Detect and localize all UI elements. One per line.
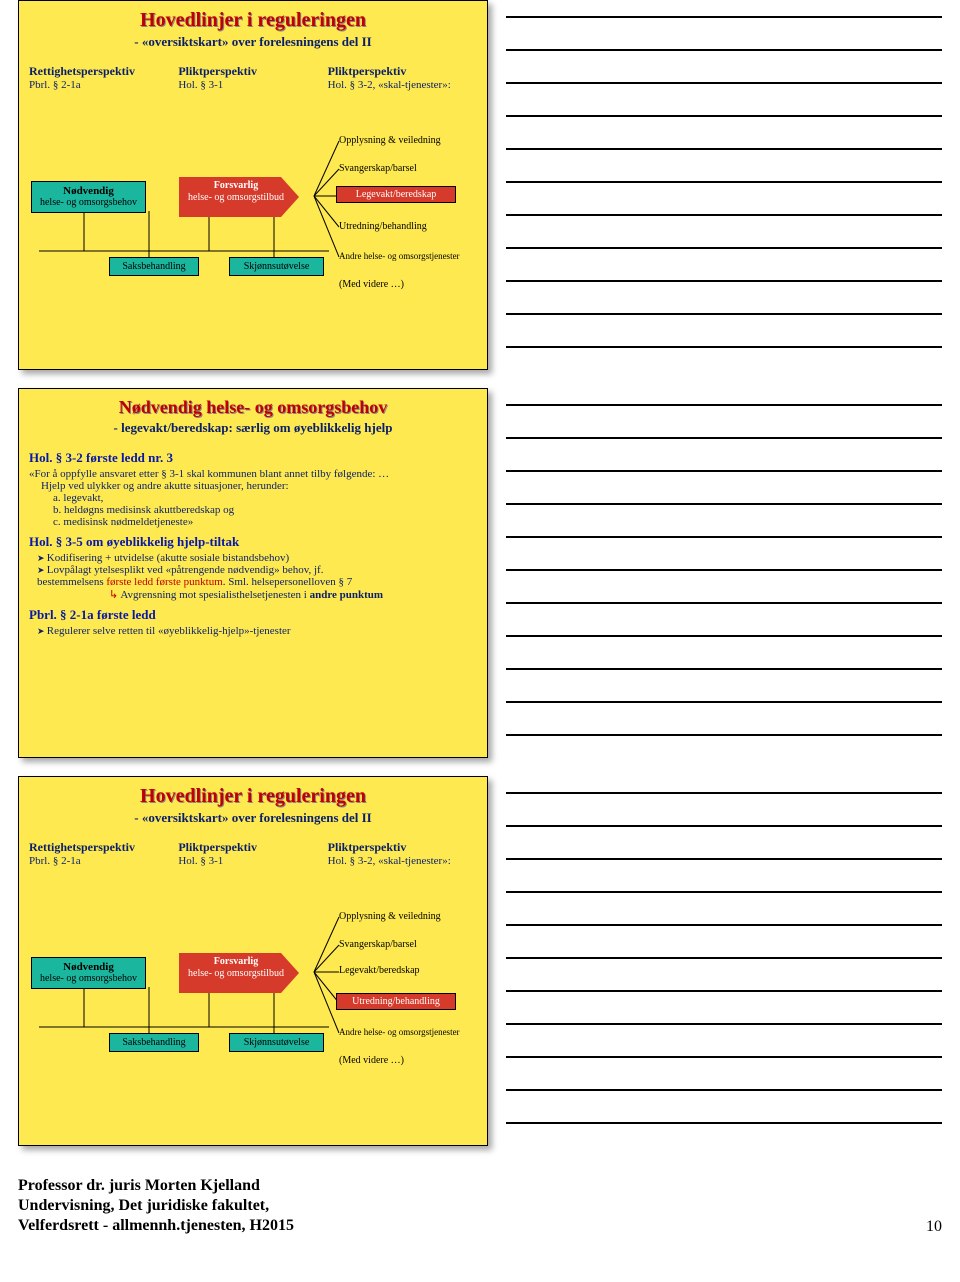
node-nodvendig-c: Nødvendig helse- og omsorgsbehov <box>31 957 146 989</box>
footer-l3: Velferdsrett - allmennh.tjenesten, H2015 <box>18 1216 294 1236</box>
svc-med-videre-c: (Med videre …) <box>339 1055 404 1066</box>
svc-utredning: Utredning/behandling <box>339 221 427 232</box>
svc-legevakt-c: Legevakt/beredskap <box>339 965 420 976</box>
slide2-title: Nødvendig helse- og omsorgsbehov <box>29 397 477 418</box>
svc-andre: Andre helse- og omsorgstjenester <box>339 251 460 261</box>
persp-1-sub: Pbrl. § 2-1a <box>29 79 178 91</box>
svc-med-videre: (Med videre …) <box>339 279 404 290</box>
sec1-c: c. medisinsk nødmeldetjeneste» <box>53 516 477 528</box>
page-footer: Professor dr. juris Morten Kjelland Unde… <box>18 1176 942 1236</box>
svc-svangerskap: Svangerskap/barsel <box>339 163 417 174</box>
slide-2: Nødvendig helse- og omsorgsbehov - legev… <box>18 388 488 758</box>
node-forsvarlig: Forsvarlig helse- og omsorgstilbud <box>179 177 299 217</box>
persp-3-head: Pliktperspektiv <box>328 64 477 79</box>
node-saksbehandling-c: Saksbehandling <box>109 1033 199 1052</box>
notes-3 <box>506 776 942 1146</box>
slide-3: Hovedlinjer i reguleringen - «oversiktsk… <box>18 776 488 1146</box>
sec1-head: Hol. § 3-2 første ledd nr. 3 <box>29 450 477 466</box>
node-saksbehandling: Saksbehandling <box>109 257 199 276</box>
slide2-subtitle: - legevakt/beredskap: særlig om øyeblikk… <box>29 420 477 436</box>
footer-l2: Undervisning, Det juridiske fakultet, <box>18 1196 294 1216</box>
footer-l1: Professor dr. juris Morten Kjelland <box>18 1176 294 1196</box>
slide1-title: Hovedlinjer i reguleringen <box>29 9 477 32</box>
persp-1-head: Rettighetsperspektiv <box>29 64 178 79</box>
page-number: 10 <box>926 1218 942 1236</box>
node-skjonn: Skjønnsutøvelse <box>229 257 324 276</box>
slide3-title: Hovedlinjer i reguleringen <box>29 785 477 808</box>
slide1-subtitle: - «oversiktskart» over forelesningens de… <box>29 34 477 50</box>
sec1-b: b. heldøgns medisinsk akuttberedskap og <box>53 504 477 516</box>
sec1-l1: «For å oppfylle ansvaret etter § 3-1 ska… <box>29 468 477 480</box>
sec1-l2: Hjelp ved ulykker og andre akutte situas… <box>41 480 477 492</box>
notes-1 <box>506 0 942 370</box>
sec2-arrow: Avgrensning mot spesialisthelsetjenesten… <box>109 588 477 601</box>
row-slide-2: Nødvendig helse- og omsorgsbehov - legev… <box>18 388 942 758</box>
slide-1: Hovedlinjer i reguleringen - «oversiktsk… <box>18 0 488 370</box>
sec2-b1: Kodifisering + utvidelse (akutte sosiale… <box>37 552 477 564</box>
svc-opplysning-c: Opplysning & veiledning <box>339 911 441 922</box>
node-nodvendig: Nødvendig helse- og omsorgsbehov <box>31 181 146 213</box>
node-forsvarlig-c: Forsvarlig helse- og omsorgstilbud <box>179 953 299 993</box>
svc-andre-c: Andre helse- og omsorgstjenester <box>339 1027 460 1037</box>
sec2-head: Hol. § 3-5 om øyeblikkelig hjelp-tiltak <box>29 534 477 550</box>
node-skjonn-c: Skjønnsutøvelse <box>229 1033 324 1052</box>
svc-svangerskap-c: Svangerskap/barsel <box>339 939 417 950</box>
sec3-head: Pbrl. § 2-1a første ledd <box>29 607 477 623</box>
sec3-b1: Regulerer selve retten til «øyeblikkelig… <box>37 625 477 637</box>
slide3-subtitle: - «oversiktskart» over forelesningens de… <box>29 810 477 826</box>
persp-2-head: Pliktperspektiv <box>178 64 327 79</box>
svc-utredning-highlight: Utredning/behandling <box>336 993 456 1010</box>
notes-2 <box>506 388 942 758</box>
row-slide-3: Hovedlinjer i reguleringen - «oversiktsk… <box>18 776 942 1146</box>
perspective-row: Rettighetsperspektiv Pbrl. § 2-1a Pliktp… <box>29 64 477 91</box>
svc-opplysning: Opplysning & veiledning <box>339 135 441 146</box>
diagram-c: Nødvendig helse- og omsorgsbehov Forsvar… <box>29 887 477 1087</box>
persp-3-sub: Hol. § 3-2, «skal-tjenester»: <box>328 79 477 91</box>
sec1-a: a. legevakt, <box>53 492 477 504</box>
row-slide-1: Hovedlinjer i reguleringen - «oversiktsk… <box>18 0 942 370</box>
perspective-row-3: Rettighetsperspektiv Pbrl. § 2-1a Pliktp… <box>29 840 477 867</box>
diagram-a: Nødvendig helse- og omsorgsbehov Forsvar… <box>29 111 477 311</box>
svc-legevakt-highlight: Legevakt/beredskap <box>336 186 456 203</box>
sec2-b2: Lovpålagt ytelsesplikt ved «påtrengende … <box>37 564 477 588</box>
persp-2-sub: Hol. § 3-1 <box>178 79 327 91</box>
